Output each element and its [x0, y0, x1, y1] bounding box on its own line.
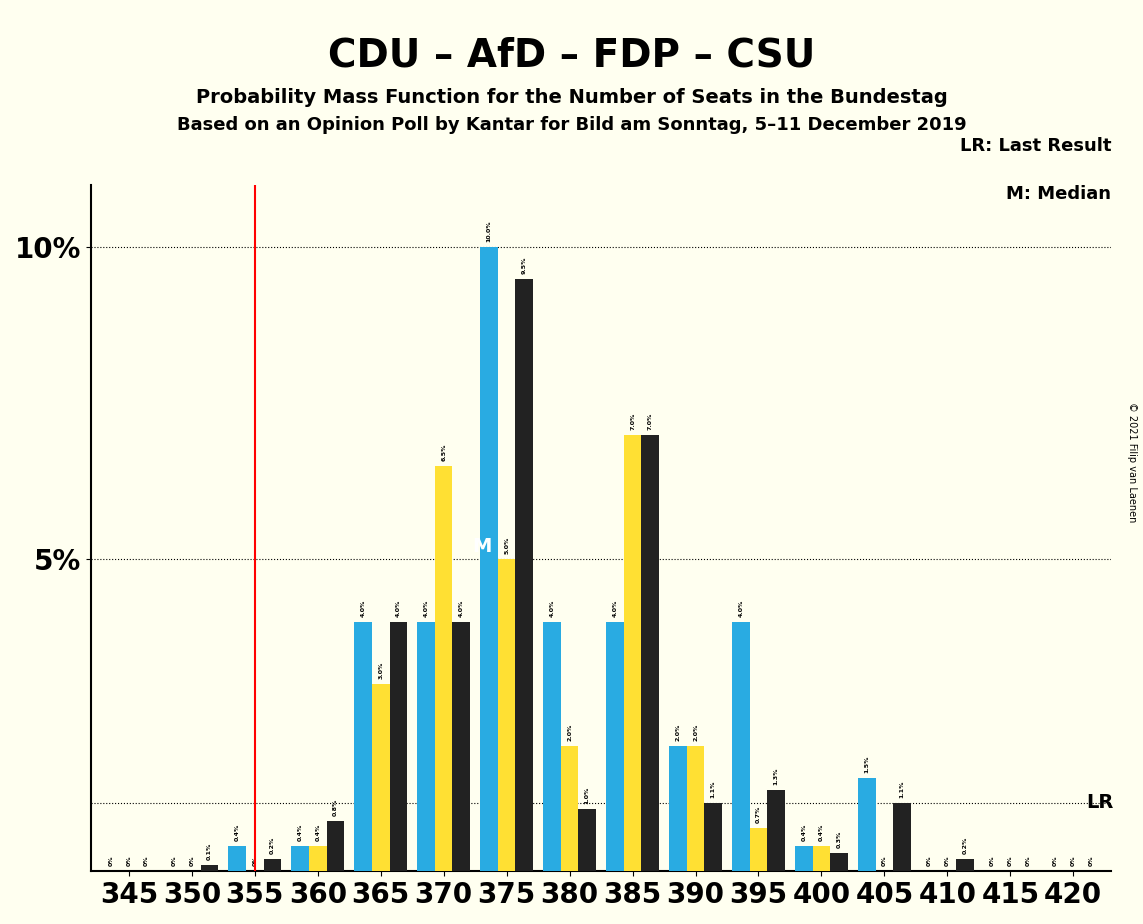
Text: 0.4%: 0.4%	[315, 824, 320, 842]
Bar	[624, 434, 641, 871]
Text: 0%: 0%	[253, 856, 257, 867]
Text: 0%: 0%	[882, 856, 887, 867]
Text: LR: Last Result: LR: Last Result	[960, 137, 1111, 155]
Text: 10.0%: 10.0%	[487, 221, 491, 242]
Text: 0%: 0%	[109, 856, 114, 867]
Text: 0%: 0%	[927, 856, 933, 867]
Bar	[767, 790, 785, 871]
Bar	[893, 803, 911, 871]
Text: 0%: 0%	[945, 856, 950, 867]
Text: LR: LR	[1086, 793, 1113, 812]
Bar	[732, 622, 750, 871]
Text: 0%: 0%	[171, 856, 177, 867]
Text: 0.7%: 0.7%	[756, 805, 761, 822]
Text: 4.0%: 4.0%	[738, 600, 743, 616]
Bar	[830, 853, 848, 871]
Bar	[453, 622, 470, 871]
Text: 1.3%: 1.3%	[774, 768, 778, 785]
Bar	[606, 622, 624, 871]
Text: 2.0%: 2.0%	[676, 724, 680, 741]
Bar	[498, 559, 515, 871]
Text: 0.8%: 0.8%	[333, 799, 338, 817]
Bar	[354, 622, 371, 871]
Text: 4.0%: 4.0%	[458, 600, 464, 616]
Text: 6.5%: 6.5%	[441, 444, 446, 461]
Text: 0.4%: 0.4%	[818, 824, 824, 842]
Bar	[687, 747, 704, 871]
Bar	[390, 622, 407, 871]
Text: 0%: 0%	[144, 856, 149, 867]
Bar	[515, 278, 533, 871]
Text: Based on an Opinion Poll by Kantar for Bild am Sonntag, 5–11 December 2019: Based on an Opinion Poll by Kantar for B…	[177, 116, 966, 133]
Text: Probability Mass Function for the Number of Seats in the Bundestag: Probability Mass Function for the Number…	[195, 88, 948, 107]
Bar	[417, 622, 434, 871]
Text: 9.5%: 9.5%	[521, 256, 527, 274]
Text: 7.0%: 7.0%	[648, 412, 653, 430]
Bar	[578, 808, 596, 871]
Bar	[229, 846, 246, 871]
Text: 1.5%: 1.5%	[864, 755, 870, 772]
Text: 0%: 0%	[1025, 856, 1031, 867]
Bar	[957, 858, 974, 871]
Bar	[561, 747, 578, 871]
Text: 7.0%: 7.0%	[630, 412, 636, 430]
Bar	[704, 803, 722, 871]
Text: 5.0%: 5.0%	[504, 537, 509, 554]
Text: 0%: 0%	[190, 856, 194, 867]
Text: 2.0%: 2.0%	[693, 724, 698, 741]
Text: © 2021 Filip van Laenen: © 2021 Filip van Laenen	[1127, 402, 1137, 522]
Text: 0%: 0%	[1071, 856, 1076, 867]
Bar	[371, 684, 390, 871]
Bar	[669, 747, 687, 871]
Text: 0.1%: 0.1%	[207, 843, 211, 860]
Bar	[543, 622, 561, 871]
Text: 0.4%: 0.4%	[801, 824, 806, 842]
Bar	[750, 828, 767, 871]
Bar	[291, 846, 309, 871]
Text: 0%: 0%	[990, 856, 996, 867]
Text: 4.0%: 4.0%	[360, 600, 366, 616]
Text: 4.0%: 4.0%	[424, 600, 429, 616]
Text: CDU – AfD – FDP – CSU: CDU – AfD – FDP – CSU	[328, 37, 815, 75]
Bar	[641, 434, 660, 871]
Text: 0%: 0%	[1008, 856, 1013, 867]
Text: 0.2%: 0.2%	[270, 836, 275, 854]
Text: 1.1%: 1.1%	[900, 780, 904, 797]
Text: 0.2%: 0.2%	[962, 836, 967, 854]
Bar	[264, 858, 281, 871]
Text: 4.0%: 4.0%	[395, 600, 401, 616]
Text: M: Median: M: Median	[1006, 185, 1111, 203]
Text: 0%: 0%	[1088, 856, 1094, 867]
Text: M: M	[472, 538, 491, 556]
Text: 0.3%: 0.3%	[837, 830, 841, 847]
Text: 1.0%: 1.0%	[585, 786, 590, 804]
Text: 0.4%: 0.4%	[297, 824, 303, 842]
Bar	[858, 778, 876, 871]
Text: 2.0%: 2.0%	[567, 724, 573, 741]
Bar	[309, 846, 327, 871]
Text: 0%: 0%	[1053, 856, 1058, 867]
Bar	[813, 846, 830, 871]
Bar	[480, 248, 498, 871]
Bar	[796, 846, 813, 871]
Bar	[201, 865, 218, 871]
Text: 0.4%: 0.4%	[234, 824, 240, 842]
Text: 4.0%: 4.0%	[550, 600, 554, 616]
Text: 3.0%: 3.0%	[378, 662, 383, 679]
Text: 4.0%: 4.0%	[613, 600, 617, 616]
Text: 1.1%: 1.1%	[711, 780, 716, 797]
Text: 0%: 0%	[127, 856, 131, 867]
Bar	[327, 821, 344, 871]
Bar	[434, 466, 453, 871]
